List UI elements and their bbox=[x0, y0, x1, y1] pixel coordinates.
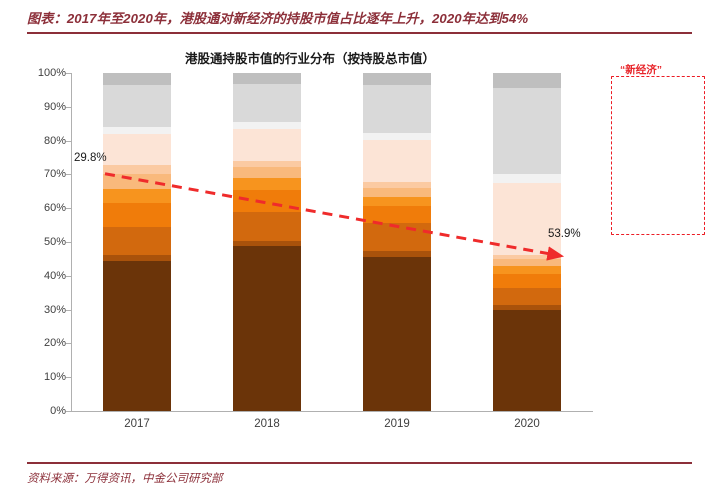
bar-segment[interactable] bbox=[493, 266, 561, 274]
y-axis-tick-label: 0% bbox=[50, 405, 66, 417]
source-note: 资料来源：万得资讯，中金公司研究部 bbox=[27, 473, 223, 485]
y-axis-tick bbox=[66, 377, 71, 379]
bar-segment[interactable] bbox=[103, 165, 171, 174]
bar-segment[interactable] bbox=[363, 256, 431, 411]
legend-group-highlight-box bbox=[611, 76, 705, 235]
bar-segment[interactable] bbox=[103, 227, 171, 256]
bar-2020[interactable] bbox=[493, 73, 561, 411]
bar-segment[interactable] bbox=[493, 87, 561, 175]
y-axis-tick bbox=[66, 309, 71, 311]
y-axis-tick-label: 70% bbox=[43, 168, 66, 181]
bar-segment[interactable] bbox=[493, 73, 561, 88]
data-label-29.8pct: 29.8% bbox=[74, 152, 107, 164]
y-axis-tick-label: 50% bbox=[43, 236, 66, 248]
legend-group-title: “新经济” bbox=[620, 64, 662, 76]
bar-segment[interactable] bbox=[103, 126, 171, 134]
y-axis-tick-label: 30% bbox=[43, 303, 66, 316]
footer-divider bbox=[27, 462, 692, 464]
y-axis-line bbox=[71, 73, 72, 412]
y-axis-tick-label: 80% bbox=[43, 134, 66, 147]
bar-segment[interactable] bbox=[233, 73, 301, 84]
bar-segment[interactable] bbox=[493, 255, 561, 259]
bar-segment[interactable] bbox=[233, 240, 301, 247]
y-axis-tick-label: 40% bbox=[43, 269, 66, 282]
bar-segment[interactable] bbox=[233, 189, 301, 212]
x-axis-tick-label: 2019 bbox=[384, 418, 410, 430]
bar-segment[interactable] bbox=[103, 173, 171, 189]
bar-segment[interactable] bbox=[233, 167, 301, 179]
bar-segment[interactable] bbox=[233, 160, 301, 168]
bar-segment[interactable] bbox=[363, 132, 431, 141]
y-axis-tick bbox=[66, 242, 71, 243]
bar-segment[interactable] bbox=[493, 258, 561, 266]
bar-segment[interactable] bbox=[493, 310, 561, 411]
page-header: 图表：2017年至2020年，港股通对新经济的持股市值占比逐年上升，2020年达… bbox=[0, 0, 721, 40]
bar-segment[interactable] bbox=[363, 223, 431, 252]
bar-2019[interactable] bbox=[363, 73, 431, 411]
bar-segment[interactable] bbox=[363, 181, 431, 188]
bar-segment[interactable] bbox=[103, 188, 171, 203]
header-divider bbox=[27, 32, 692, 34]
bar-segment[interactable] bbox=[363, 196, 431, 206]
y-axis-tick-label: 10% bbox=[43, 371, 66, 384]
bar-segment[interactable] bbox=[103, 73, 171, 85]
y-axis-tick-label: 90% bbox=[43, 100, 66, 113]
y-axis-tick-label: 20% bbox=[43, 337, 66, 350]
chart-title: 港股通持股市值的行业分布（按持股总市值） bbox=[184, 52, 435, 66]
bar-segment[interactable] bbox=[233, 211, 301, 241]
bar-segment[interactable] bbox=[493, 182, 561, 256]
bar-segment[interactable] bbox=[233, 83, 301, 122]
y-axis-tick-label: 100% bbox=[37, 67, 66, 79]
y-axis-tick bbox=[66, 343, 71, 345]
y-axis-labels: 100% 90% 80% 70% 60% 50% 40% 30% 20% 10% 0% bbox=[18, 0, 66, 496]
plot-area bbox=[72, 73, 592, 411]
x-axis-tick-label: 2018 bbox=[254, 418, 280, 430]
y-axis-tick bbox=[66, 106, 71, 108]
bar-segment[interactable] bbox=[103, 84, 171, 127]
page-title: 图表：2017年至2020年，港股通对新经济的持股市值占比逐年上升，2020年达… bbox=[27, 11, 529, 26]
bar-segment[interactable] bbox=[363, 73, 431, 86]
bar-segment[interactable] bbox=[493, 305, 561, 311]
bar-segment[interactable] bbox=[103, 261, 171, 411]
y-axis-tick-label: 60% bbox=[43, 202, 66, 215]
x-axis-tick-label: 2017 bbox=[124, 418, 150, 430]
bar-segment[interactable] bbox=[103, 202, 171, 228]
bar-segment[interactable] bbox=[493, 273, 561, 288]
bar-segment[interactable] bbox=[233, 178, 301, 190]
y-axis-tick bbox=[66, 73, 71, 74]
bar-segment[interactable] bbox=[103, 133, 171, 166]
x-axis-line bbox=[71, 411, 593, 412]
bar-segment[interactable] bbox=[363, 85, 431, 133]
bar-segment[interactable] bbox=[363, 187, 431, 197]
bar-segment[interactable] bbox=[233, 246, 301, 411]
y-axis-tick bbox=[66, 275, 71, 277]
bar-2018[interactable] bbox=[233, 73, 301, 411]
bar-segment[interactable] bbox=[103, 255, 171, 262]
bar-segment[interactable] bbox=[363, 251, 431, 257]
x-axis-tick-label: 2020 bbox=[514, 418, 540, 430]
y-axis-tick bbox=[66, 411, 71, 412]
bar-segment[interactable] bbox=[233, 128, 301, 161]
bar-segment[interactable] bbox=[363, 140, 431, 182]
bar-segment[interactable] bbox=[233, 121, 301, 129]
data-label-53.9pct: 53.9% bbox=[548, 228, 581, 240]
y-axis-tick bbox=[66, 174, 71, 176]
y-axis-tick bbox=[66, 208, 71, 210]
bar-segment[interactable] bbox=[493, 174, 561, 183]
bar-2017[interactable] bbox=[103, 73, 171, 411]
bar-segment[interactable] bbox=[363, 205, 431, 224]
bar-segment[interactable] bbox=[493, 287, 561, 306]
y-axis-tick bbox=[66, 140, 71, 142]
